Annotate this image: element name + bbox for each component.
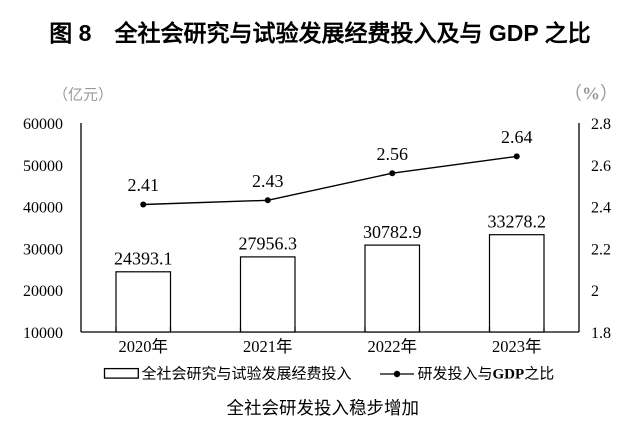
svg-text:2.56: 2.56 (377, 144, 409, 164)
svg-text:27956.3: 27956.3 (239, 234, 298, 254)
svg-text:2020年: 2020年 (119, 337, 169, 356)
svg-text:1.8: 1.8 (591, 325, 611, 342)
svg-text:2.8: 2.8 (591, 116, 611, 133)
svg-text:（亿元）: （亿元） (53, 87, 113, 104)
svg-text:2.64: 2.64 (501, 127, 533, 147)
svg-text:24393.1: 24393.1 (114, 249, 173, 269)
svg-text:40000: 40000 (23, 200, 63, 217)
svg-text:60000: 60000 (23, 116, 63, 133)
svg-text:33278.2: 33278.2 (488, 211, 547, 231)
svg-text:20000: 20000 (23, 283, 63, 300)
svg-text:30782.9: 30782.9 (363, 222, 422, 242)
svg-text:10000: 10000 (23, 325, 63, 342)
svg-text:2021年: 2021年 (243, 337, 293, 356)
svg-text:50000: 50000 (23, 158, 63, 175)
svg-text:2.2: 2.2 (591, 241, 611, 258)
svg-text:2.41: 2.41 (128, 175, 160, 195)
svg-text:2.6: 2.6 (591, 158, 611, 175)
svg-text:30000: 30000 (23, 241, 63, 258)
svg-text:2.4: 2.4 (591, 200, 611, 217)
svg-text:2.43: 2.43 (252, 171, 284, 191)
svg-text:研发投入与GDP之比: 研发投入与GDP之比 (418, 366, 555, 383)
svg-text:（%）: （%） (564, 84, 618, 104)
svg-text:全社会研究与试验发展经费投入: 全社会研究与试验发展经费投入 (142, 365, 352, 383)
svg-text:2023年: 2023年 (492, 337, 542, 356)
svg-text:全社会研发投入稳步增加: 全社会研发投入稳步增加 (227, 398, 420, 418)
svg-text:2022年: 2022年 (368, 337, 418, 356)
svg-text:2: 2 (591, 283, 599, 300)
